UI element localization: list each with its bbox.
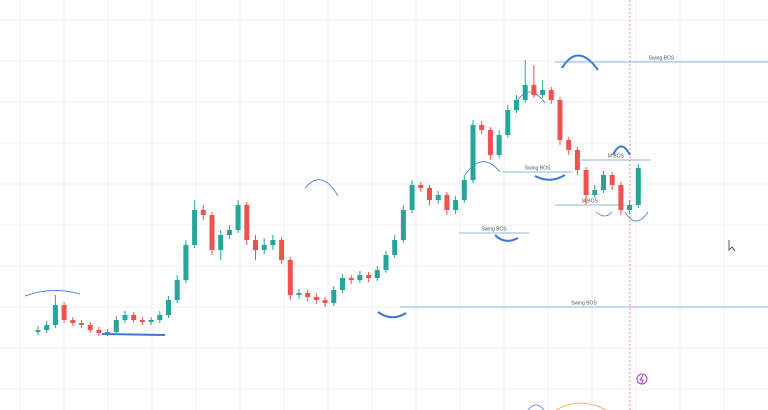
- candle-body: [44, 325, 50, 330]
- candle-body: [566, 140, 572, 150]
- candle-body: [461, 180, 467, 200]
- candle-body: [70, 320, 76, 323]
- candle-body: [287, 260, 293, 295]
- candle-body: [557, 100, 563, 140]
- candle-body: [479, 125, 485, 130]
- candle-body: [548, 90, 554, 100]
- candle-body: [366, 275, 372, 278]
- candle-body: [574, 150, 580, 170]
- candle-body: [279, 240, 285, 260]
- candle-body: [253, 240, 258, 250]
- candle-body: [35, 330, 41, 332]
- candle-body: [131, 315, 137, 320]
- candle-body: [305, 293, 311, 297]
- candle-body: [418, 185, 424, 188]
- bos-label: Swing BOS: [481, 226, 507, 232]
- candle-body: [444, 195, 450, 210]
- candle-body: [218, 235, 224, 250]
- swing-arcs: [24, 54, 649, 336]
- candle-body: [322, 300, 328, 303]
- candle-body: [105, 332, 111, 333]
- candle-body: [505, 110, 511, 135]
- candle-body: [583, 170, 589, 195]
- candle-body: [139, 320, 145, 322]
- candle-body: [87, 325, 93, 330]
- bos-label: M BOS: [582, 198, 599, 204]
- candle-body: [357, 275, 363, 280]
- candle-body: [226, 230, 232, 235]
- candle-body: [400, 210, 406, 240]
- candle-body: [244, 205, 250, 240]
- candle-body: [157, 315, 163, 320]
- bos-label: M BOS: [608, 153, 625, 159]
- candle-body: [331, 290, 337, 303]
- candle-body: [270, 240, 276, 245]
- candle-body: [209, 215, 215, 250]
- bos-label: Swing BOS: [525, 165, 551, 171]
- candle-body: [453, 200, 459, 210]
- candle-body: [487, 130, 493, 155]
- candle-body: [61, 305, 67, 320]
- candle-body: [122, 315, 128, 320]
- candle-body: [522, 85, 528, 100]
- candle-body: [427, 188, 432, 200]
- candle-body: [183, 245, 189, 280]
- candle-body: [392, 240, 398, 255]
- candle-body: [435, 195, 441, 200]
- candle-body: [374, 270, 380, 278]
- candle-body: [470, 125, 476, 180]
- candle-body: [52, 305, 58, 325]
- candle-body: [348, 278, 354, 280]
- candle-body: [96, 330, 102, 333]
- candle-body: [340, 278, 345, 290]
- alert-bolt: [639, 374, 644, 385]
- candle-body: [296, 293, 302, 295]
- candle-body: [627, 205, 633, 210]
- candle-body: [531, 85, 537, 95]
- candle-body: [618, 185, 624, 210]
- indicator-pane: [527, 402, 607, 410]
- candle-body: [79, 323, 84, 325]
- candle-body: [166, 300, 171, 315]
- candle-body: [148, 320, 154, 322]
- candle-body: [609, 175, 615, 185]
- candle-body: [635, 168, 641, 205]
- candle-body: [409, 185, 415, 210]
- candle-body: [113, 320, 119, 332]
- candle-body: [313, 297, 319, 300]
- candle-body: [192, 210, 198, 245]
- candle-body: [200, 210, 206, 215]
- bos-label: Swing BOS: [649, 55, 675, 61]
- bos-label: Swing BOS: [571, 300, 597, 306]
- candle-body: [592, 190, 598, 195]
- candle-body: [235, 205, 241, 230]
- candle-body: [601, 175, 606, 190]
- alert-icon[interactable]: [636, 373, 648, 385]
- candle-body: [261, 245, 267, 250]
- candle-body: [496, 135, 502, 155]
- candle-body: [514, 100, 519, 110]
- candle-body: [174, 280, 180, 300]
- cursor: [728, 240, 736, 252]
- candle-body: [540, 90, 546, 95]
- candle-body: [383, 255, 389, 270]
